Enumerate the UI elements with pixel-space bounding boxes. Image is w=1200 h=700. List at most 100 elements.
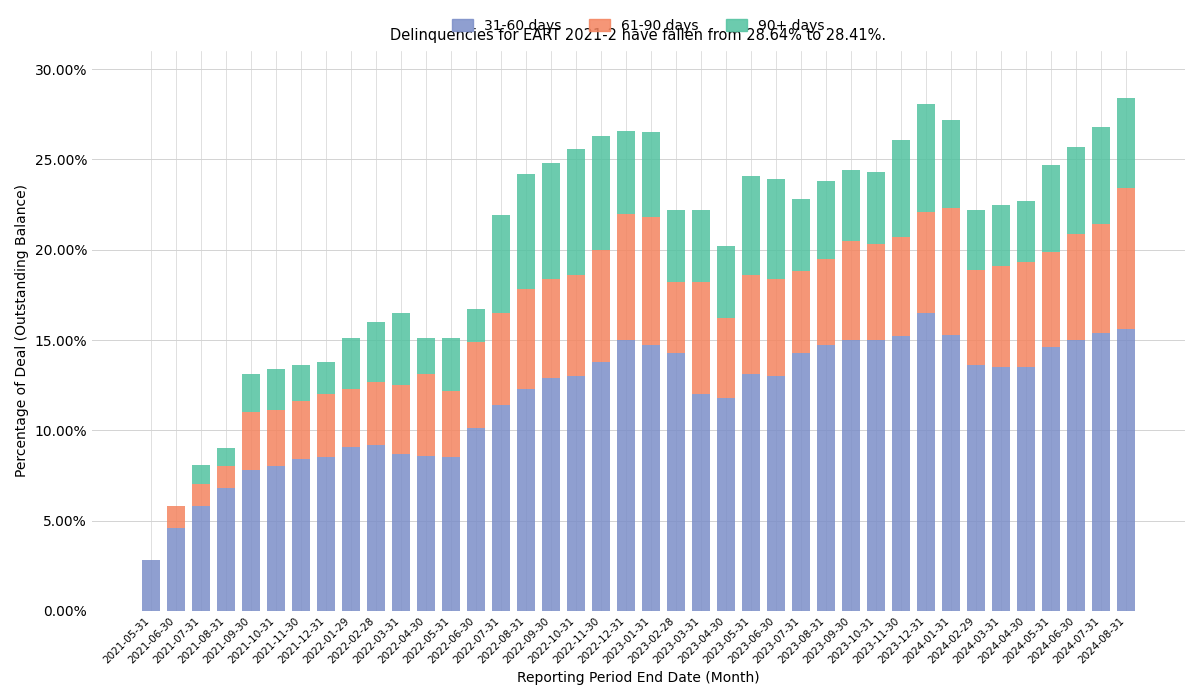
Bar — [841, 241, 860, 340]
Bar — [691, 394, 710, 611]
Bar — [667, 210, 685, 282]
Bar — [541, 279, 560, 378]
Bar — [917, 212, 935, 313]
Bar — [1092, 127, 1110, 225]
Bar — [917, 313, 935, 611]
Bar — [241, 374, 260, 412]
Bar — [317, 362, 336, 394]
Bar — [866, 340, 886, 611]
Bar — [841, 170, 860, 241]
Bar — [667, 282, 685, 353]
Bar — [541, 163, 560, 279]
Bar — [442, 338, 461, 391]
Bar — [1092, 332, 1110, 611]
Bar — [442, 457, 461, 611]
Bar — [1042, 251, 1061, 347]
Bar — [367, 444, 385, 611]
Y-axis label: Percentage of Deal (Outstanding Balance): Percentage of Deal (Outstanding Balance) — [16, 185, 29, 477]
Bar — [391, 313, 410, 385]
Bar — [767, 376, 785, 611]
Bar — [617, 131, 635, 214]
Bar — [416, 338, 436, 374]
Bar — [367, 382, 385, 444]
Title: Delinquencies for EART 2021-2 have fallen from 28.64% to 28.41%.: Delinquencies for EART 2021-2 have falle… — [390, 28, 887, 43]
Bar — [917, 104, 935, 212]
Bar — [167, 528, 186, 611]
Bar — [966, 210, 985, 270]
Bar — [566, 376, 586, 611]
Bar — [592, 362, 611, 611]
Bar — [642, 132, 660, 217]
Bar — [292, 459, 311, 611]
Bar — [1067, 147, 1085, 234]
Bar — [416, 374, 436, 456]
X-axis label: Reporting Period End Date (Month): Reporting Period End Date (Month) — [517, 671, 760, 685]
Bar — [317, 457, 336, 611]
Bar — [367, 322, 385, 382]
Bar — [217, 488, 235, 611]
Bar — [292, 401, 311, 459]
Bar — [217, 466, 235, 488]
Bar — [1016, 367, 1036, 611]
Bar — [241, 412, 260, 470]
Bar — [991, 367, 1010, 611]
Bar — [817, 345, 835, 611]
Bar — [1042, 165, 1061, 251]
Bar — [391, 385, 410, 454]
Bar — [742, 275, 761, 374]
Bar — [592, 250, 611, 362]
Bar — [817, 259, 835, 345]
Bar — [1016, 262, 1036, 367]
Bar — [991, 204, 1010, 266]
Bar — [292, 365, 311, 401]
Bar — [642, 345, 660, 611]
Bar — [492, 405, 510, 611]
Bar — [192, 465, 210, 484]
Bar — [1092, 225, 1110, 332]
Bar — [1116, 98, 1135, 188]
Bar — [892, 139, 911, 237]
Bar — [1042, 347, 1061, 611]
Bar — [566, 275, 586, 376]
Bar — [866, 244, 886, 340]
Bar — [391, 454, 410, 611]
Bar — [966, 365, 985, 611]
Bar — [142, 560, 161, 611]
Bar — [266, 466, 286, 611]
Bar — [942, 120, 960, 208]
Bar — [716, 246, 736, 318]
Bar — [691, 210, 710, 282]
Bar — [792, 353, 810, 611]
Bar — [241, 470, 260, 611]
Bar — [492, 313, 510, 405]
Bar — [192, 484, 210, 506]
Bar — [167, 506, 186, 528]
Bar — [266, 410, 286, 466]
Bar — [1067, 340, 1085, 611]
Bar — [817, 181, 835, 259]
Bar — [517, 290, 535, 389]
Bar — [691, 282, 710, 394]
Bar — [716, 398, 736, 611]
Bar — [892, 337, 911, 611]
Bar — [517, 174, 535, 290]
Bar — [991, 266, 1010, 367]
Bar — [541, 378, 560, 611]
Bar — [566, 148, 586, 275]
Bar — [217, 448, 235, 466]
Bar — [716, 318, 736, 398]
Bar — [966, 270, 985, 365]
Bar — [742, 176, 761, 275]
Bar — [416, 456, 436, 611]
Bar — [342, 447, 360, 611]
Bar — [767, 279, 785, 376]
Bar — [841, 340, 860, 611]
Bar — [467, 428, 486, 611]
Bar — [1116, 188, 1135, 329]
Bar — [342, 338, 360, 388]
Bar — [442, 391, 461, 457]
Bar — [866, 172, 886, 244]
Bar — [792, 199, 810, 272]
Bar — [617, 340, 635, 611]
Bar — [192, 506, 210, 611]
